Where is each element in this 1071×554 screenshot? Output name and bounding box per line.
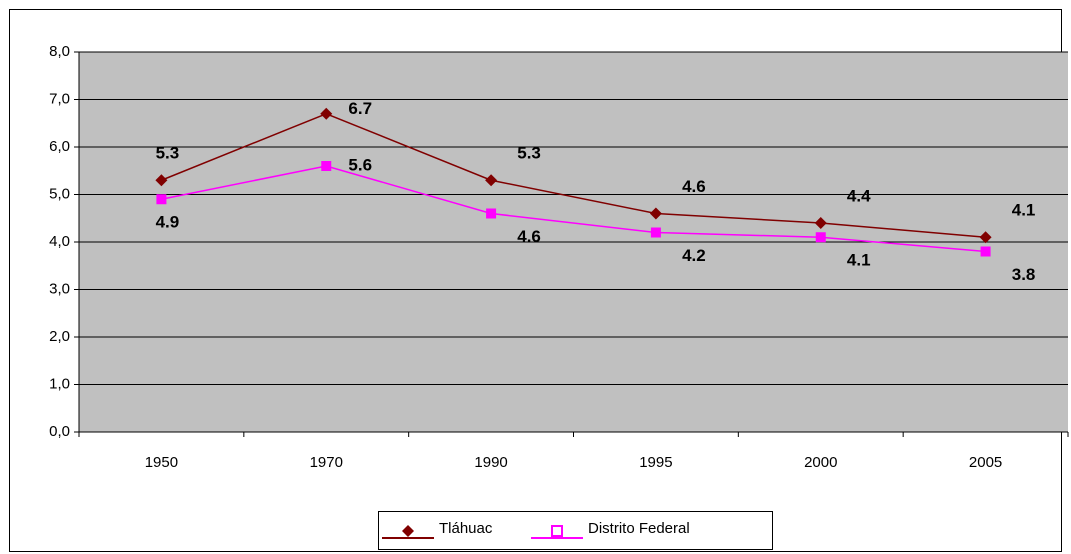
x-tick-label: 1950 bbox=[145, 454, 178, 471]
data-label: 5.6 bbox=[348, 155, 372, 174]
y-tick-label: 6,0 bbox=[49, 138, 70, 155]
series-line bbox=[161, 112, 986, 238]
data-point bbox=[486, 208, 497, 219]
data-point bbox=[320, 107, 333, 120]
data-point bbox=[485, 174, 498, 187]
x-tick-label: 1990 bbox=[474, 454, 507, 471]
data-point bbox=[155, 174, 168, 187]
data-label: 5.3 bbox=[156, 144, 180, 163]
data-point bbox=[980, 246, 991, 257]
x-tick-label: 2000 bbox=[804, 454, 837, 471]
data-label: 6.7 bbox=[348, 99, 372, 118]
y-tick-label: 2,0 bbox=[49, 328, 70, 345]
data-point bbox=[156, 194, 167, 205]
legend-marker bbox=[551, 525, 563, 537]
data-point bbox=[650, 227, 661, 238]
x-tick-label: 1995 bbox=[639, 454, 672, 471]
data-label: 5.3 bbox=[517, 144, 541, 163]
legend-box bbox=[378, 511, 773, 550]
data-label: 4.2 bbox=[682, 246, 706, 265]
y-tick-label: 7,0 bbox=[49, 90, 70, 107]
legend-label: Distrito Federal bbox=[588, 520, 690, 537]
y-tick-label: 4,0 bbox=[49, 233, 70, 250]
y-tick-label: 8,0 bbox=[49, 43, 70, 60]
y-tick-label: 0,0 bbox=[49, 423, 70, 440]
y-tick-label: 5,0 bbox=[49, 185, 70, 202]
legend-marker bbox=[402, 525, 414, 537]
y-tick-label: 1,0 bbox=[49, 375, 70, 392]
data-label: 4.1 bbox=[847, 251, 871, 270]
legend-label: Tláhuac bbox=[439, 520, 493, 537]
data-label: 3.8 bbox=[1012, 265, 1036, 284]
series-line bbox=[161, 165, 986, 253]
data-point bbox=[815, 232, 826, 243]
data-point bbox=[979, 231, 992, 244]
data-label: 4.1 bbox=[1012, 201, 1036, 220]
x-tick-label: 2005 bbox=[969, 454, 1002, 471]
data-label: 4.6 bbox=[517, 227, 541, 246]
data-point bbox=[814, 217, 827, 229]
x-tick-label: 1970 bbox=[310, 454, 343, 471]
data-label: 4.9 bbox=[156, 213, 180, 232]
data-point bbox=[321, 161, 332, 171]
data-label: 4.6 bbox=[682, 177, 706, 196]
y-tick-label: 3,0 bbox=[49, 280, 70, 297]
data-label: 4.4 bbox=[847, 186, 871, 205]
data-point bbox=[649, 207, 662, 220]
